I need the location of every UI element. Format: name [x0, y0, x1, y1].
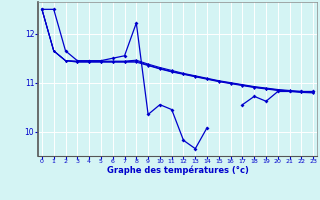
X-axis label: Graphe des températures (°c): Graphe des températures (°c) — [107, 166, 249, 175]
